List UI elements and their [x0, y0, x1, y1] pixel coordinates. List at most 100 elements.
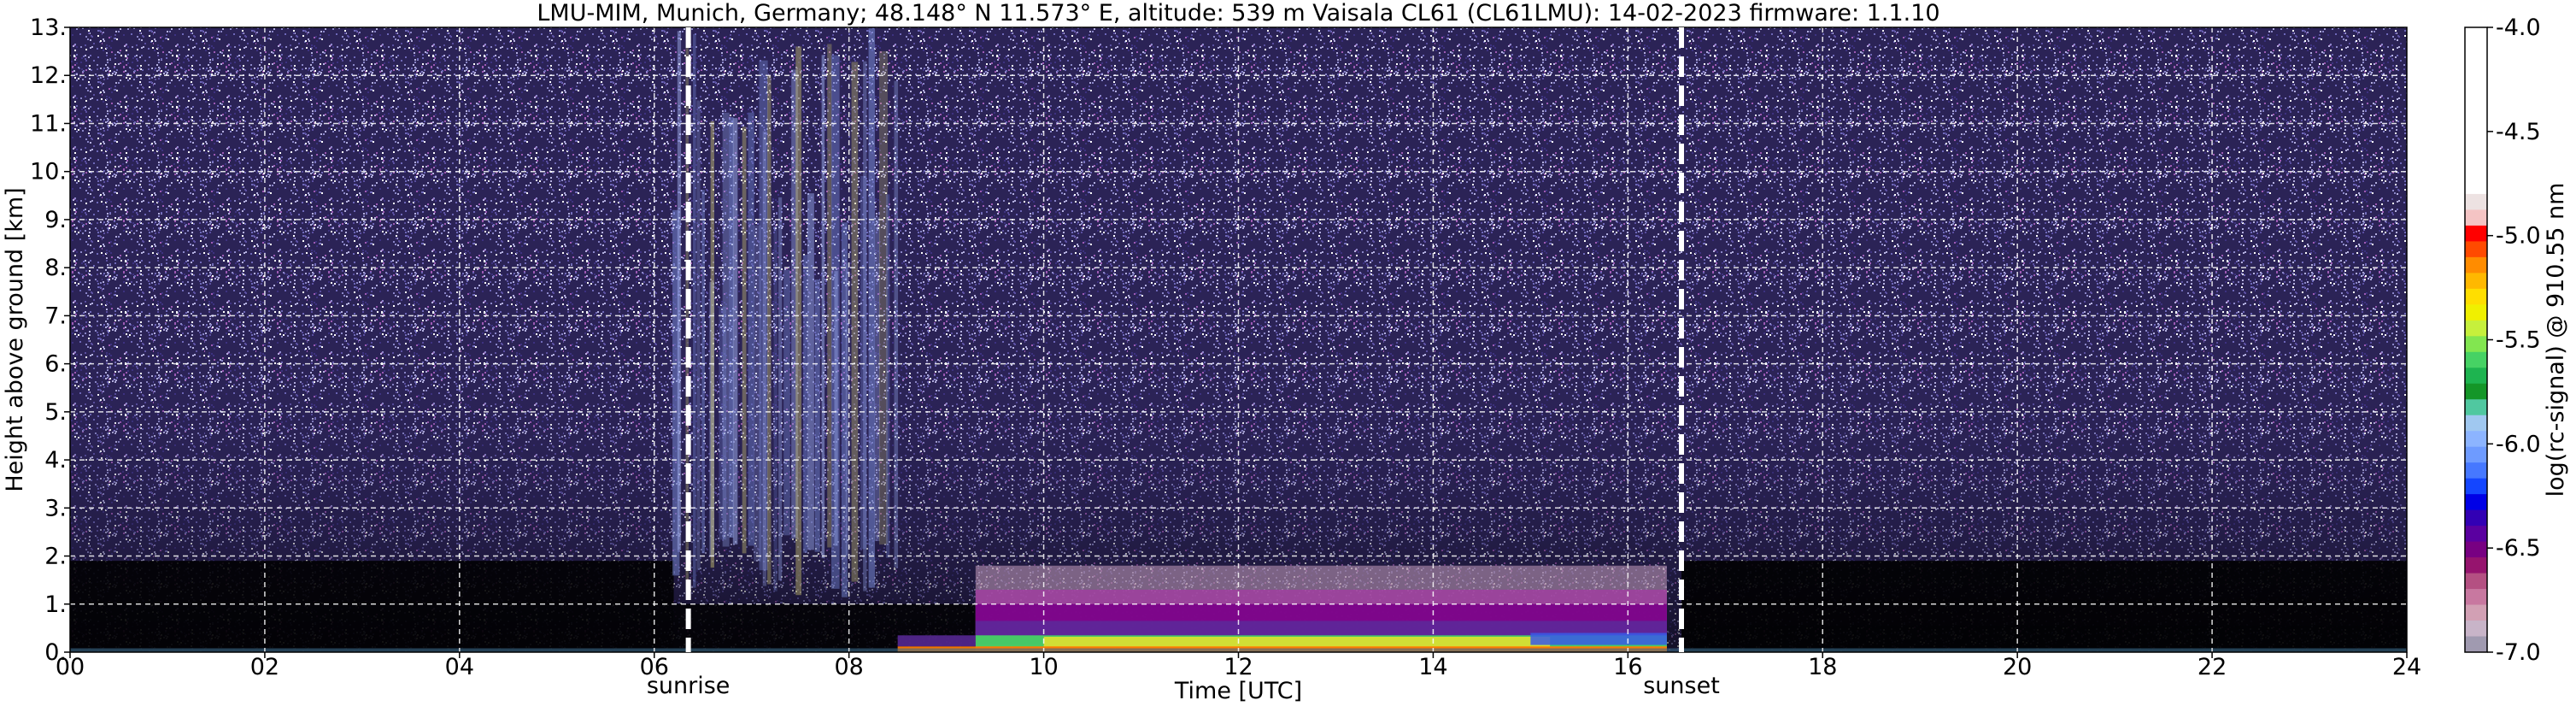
colorbar-segment — [2465, 288, 2487, 305]
cloud-streak — [767, 75, 772, 585]
x-tick-label: 06 — [640, 654, 669, 680]
y-axis: 0. 1. 2. 3. 4. 5. 6. 7. 8. 9. 10. 11. 12. 13. — [30, 15, 70, 666]
cloud-streak — [729, 117, 734, 538]
cloud-streak — [841, 222, 848, 597]
cloud-streak — [672, 209, 680, 576]
x-tick-label: 08 — [834, 654, 863, 680]
x-tick-label: 02 — [250, 654, 279, 680]
y-tick-label: 12. — [30, 62, 67, 89]
cloud-streak — [762, 131, 767, 586]
colorbar-tick-label: -6.5 — [2496, 535, 2541, 562]
y-tick-label: 5. — [44, 399, 67, 426]
sunset-label: sunset — [1643, 673, 1720, 699]
colorbar-segment — [2465, 494, 2487, 511]
colorbar-tick-label: -6.0 — [2496, 431, 2541, 457]
colorbar-segment — [2465, 336, 2487, 353]
colorbar-tick-label: -5.0 — [2496, 223, 2541, 250]
cloud-streak — [719, 306, 727, 540]
cloud-streak — [878, 50, 889, 545]
cloud-streak — [845, 262, 850, 556]
cloud-streak — [814, 279, 820, 552]
cloud-streak — [874, 216, 880, 542]
x-axis-label: Time [UTC] — [1174, 678, 1302, 704]
x-axis: 00 02 04 06 08 10 12 14 16 18 20 22 24 — [56, 652, 2421, 680]
colorbar-segment — [2465, 241, 2487, 258]
cloud-streak — [710, 121, 714, 568]
x-tick-label: 24 — [2392, 654, 2421, 680]
y-tick-label: 11. — [30, 110, 67, 137]
early-layer — [897, 635, 976, 647]
colorbar-segment — [2465, 573, 2487, 590]
x-tick-label: 00 — [56, 654, 85, 680]
cloud-streak — [685, 32, 689, 591]
y-tick-label: 3. — [44, 495, 67, 521]
y-tick-label: 8. — [44, 255, 67, 281]
x-tick-label: 14 — [1418, 654, 1447, 680]
y-tick-label: 13. — [30, 15, 67, 41]
colorbar-segment — [2465, 636, 2487, 653]
cloud-streak — [830, 55, 840, 589]
x-tick-label: 22 — [2198, 654, 2227, 680]
y-tick-label: 10. — [30, 159, 67, 185]
cloud-streak — [821, 55, 825, 559]
cloud-streak — [851, 62, 859, 582]
sunrise-label: sunrise — [647, 673, 731, 699]
colorbar-segment — [2465, 320, 2487, 337]
colorbar-segment — [2465, 462, 2487, 479]
colorbar-segment — [2465, 415, 2487, 432]
x-tick-label: 10 — [1029, 654, 1058, 680]
y-tick-label: 0. — [44, 639, 67, 666]
colorbar-tick-label: -4.5 — [2496, 119, 2541, 145]
cloud-streak — [863, 61, 867, 591]
x-tick-label: 18 — [1808, 654, 1837, 680]
grid — [70, 27, 2407, 652]
colorbar: -4.0 -4.5 -5.0 -5.5 -6.0 -6.5 -7.0 — [2464, 15, 2541, 666]
cloud-streak — [894, 80, 899, 568]
cloud-streak — [807, 193, 814, 550]
colorbar-segment — [2465, 351, 2487, 368]
low-dark-left — [70, 561, 674, 652]
colorbar-tick-label: -7.0 — [2496, 639, 2541, 666]
cloud-streak — [742, 126, 747, 554]
low-dark-right — [1681, 561, 2407, 652]
cloud-streak — [773, 225, 777, 591]
cloud-streak — [709, 281, 714, 556]
colorbar-segment — [2465, 589, 2487, 606]
colorbar-segment — [2465, 383, 2487, 400]
cloud-streak — [834, 271, 838, 546]
colorbar-segment — [2465, 193, 2487, 210]
colorbar-segment — [2465, 368, 2487, 385]
cloud-streak — [783, 269, 790, 536]
colorbar-segment — [2465, 509, 2487, 527]
cloud-streak — [754, 225, 761, 562]
colorbar-segment — [2465, 604, 2487, 621]
y-tick-label: 7. — [44, 303, 67, 329]
colorbar-segment — [2465, 431, 2487, 448]
colorbar-segment — [2465, 621, 2487, 638]
colorbar-tick-label: -4.0 — [2496, 15, 2541, 41]
cloud-streak — [748, 112, 754, 546]
cloud-streak — [722, 112, 730, 547]
colorbar-segment — [2465, 27, 2487, 194]
cloud-streak — [693, 33, 696, 588]
cloud-streak — [677, 31, 682, 550]
cloud-streak — [868, 28, 876, 588]
colorbar-segment — [2465, 541, 2487, 558]
y-tick-label: 2. — [44, 544, 67, 570]
y-tick-label: 6. — [44, 351, 67, 378]
cloud-streak — [791, 69, 798, 539]
colorbar-segment — [2465, 478, 2487, 495]
colorbar-segment — [2465, 225, 2487, 242]
x-tick-label: 16 — [1613, 654, 1642, 680]
cloud-streak — [701, 190, 705, 554]
colorbar-segment — [2465, 209, 2487, 227]
colorbar-segment — [2465, 399, 2487, 416]
colorbar-segment — [2465, 446, 2487, 463]
y-tick-label: 4. — [44, 447, 67, 474]
cloud-streak — [795, 46, 801, 596]
cloud-streak — [886, 194, 890, 558]
colorbar-tick-label: -5.5 — [2496, 327, 2541, 354]
marker-layer: sunrise sunset — [647, 27, 1720, 699]
cloud-streak — [696, 100, 701, 570]
